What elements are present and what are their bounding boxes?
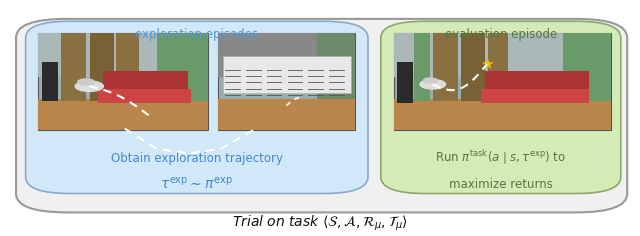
FancyBboxPatch shape (381, 21, 621, 194)
Text: $\tau^{\mathrm{exp}} \sim \pi^{\mathrm{exp}}$: $\tau^{\mathrm{exp}} \sim \pi^{\mathrm{e… (161, 176, 233, 192)
FancyBboxPatch shape (485, 71, 589, 98)
Text: Obtain exploration trajectory: Obtain exploration trajectory (111, 152, 283, 165)
Text: evaluation episode: evaluation episode (445, 28, 557, 41)
Text: ★: ★ (481, 56, 494, 72)
FancyBboxPatch shape (38, 99, 208, 130)
FancyBboxPatch shape (394, 99, 611, 130)
FancyBboxPatch shape (563, 33, 611, 101)
Circle shape (423, 78, 437, 83)
Text: Trial on task $\langle \mathcal{S}, \mathcal{A}, \mathcal{R}_{\mu}, \mathcal{T}_: Trial on task $\langle \mathcal{S}, \mat… (232, 213, 408, 233)
FancyBboxPatch shape (481, 89, 589, 103)
FancyBboxPatch shape (90, 33, 114, 101)
FancyBboxPatch shape (42, 62, 58, 101)
Circle shape (78, 79, 95, 85)
FancyBboxPatch shape (223, 56, 351, 93)
FancyBboxPatch shape (218, 99, 355, 130)
FancyBboxPatch shape (317, 33, 355, 101)
FancyBboxPatch shape (98, 89, 191, 103)
Text: maximize returns: maximize returns (449, 177, 553, 191)
FancyBboxPatch shape (103, 71, 188, 98)
FancyBboxPatch shape (488, 33, 508, 101)
FancyBboxPatch shape (414, 33, 430, 101)
FancyBboxPatch shape (16, 19, 627, 212)
FancyBboxPatch shape (394, 33, 611, 76)
FancyBboxPatch shape (116, 33, 139, 101)
FancyBboxPatch shape (433, 33, 458, 101)
Circle shape (420, 80, 445, 89)
FancyBboxPatch shape (394, 33, 611, 130)
Text: Run $\pi^{\mathrm{task}}(a \mid s, \tau^{\mathrm{exp}})$ to: Run $\pi^{\mathrm{task}}(a \mid s, \tau^… (435, 149, 566, 167)
FancyBboxPatch shape (61, 33, 86, 101)
FancyBboxPatch shape (38, 33, 208, 130)
Circle shape (76, 81, 104, 91)
FancyBboxPatch shape (38, 33, 208, 76)
FancyBboxPatch shape (157, 33, 208, 101)
FancyBboxPatch shape (26, 21, 368, 194)
FancyBboxPatch shape (397, 62, 413, 103)
FancyBboxPatch shape (461, 33, 485, 101)
FancyBboxPatch shape (218, 33, 355, 76)
FancyBboxPatch shape (218, 33, 355, 130)
Text: exploration episodes: exploration episodes (135, 28, 259, 41)
